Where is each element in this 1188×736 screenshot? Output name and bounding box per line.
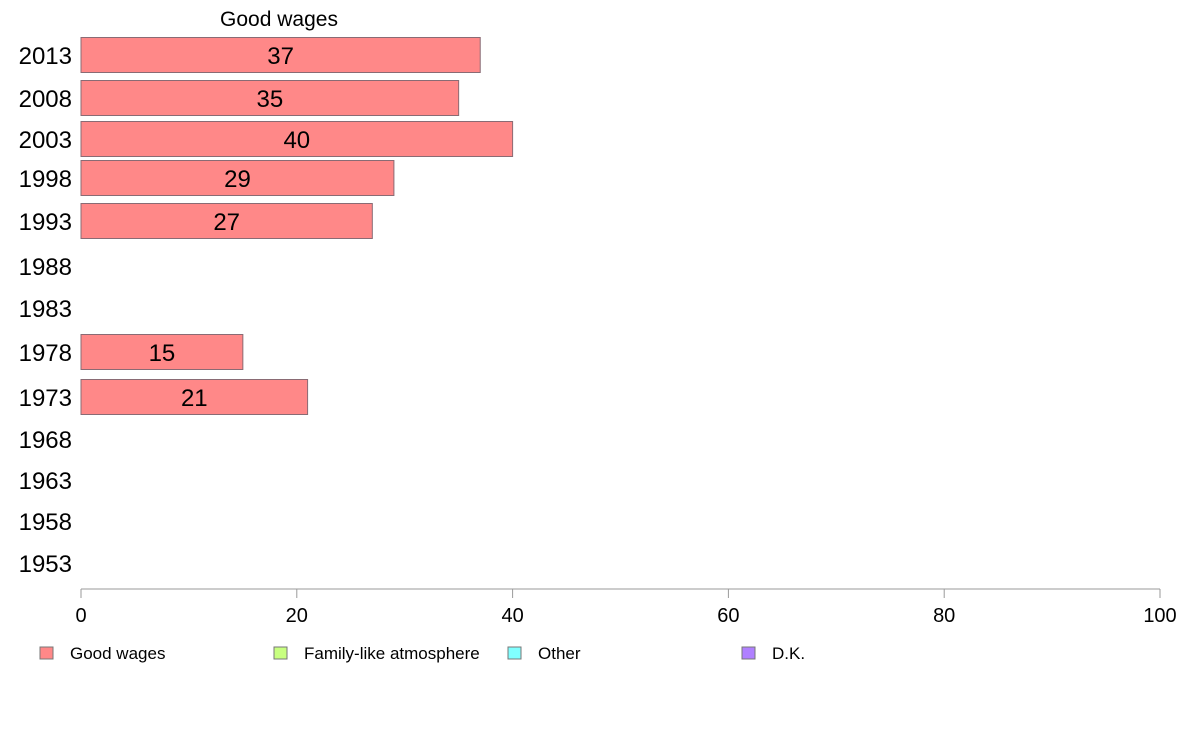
year-label-1963: 1963 [19,468,72,495]
bar-1973 [80,379,309,415]
legend-swatch-other [507,646,522,660]
bar-1998 [80,160,395,196]
legend-swatch-family-like-atmosphere [273,646,288,660]
year-label-1998: 1998 [19,166,72,193]
legend-swatch-good-wages [39,646,54,660]
legend-label-other: Other [538,644,581,663]
legend: Good wages Family-like atmosphere Other D.K… [39,644,805,663]
year-label-1958: 1958 [19,509,72,536]
legend-label-family-like-atmosphere: Family-like atmosphere [304,644,480,663]
x-tick-label-20: 20 [286,605,308,627]
legend-label-good-wages: Good wages [70,644,165,663]
bar-1993 [80,203,373,239]
bar-value-2013: 37 [267,43,294,70]
x-tick-label-60: 60 [717,605,739,627]
bar-2003 [80,121,514,157]
year-label-1993: 1993 [19,209,72,236]
bar-value-1978: 15 [149,340,176,367]
year-label-2013: 2013 [19,43,72,70]
year-label-1978: 1978 [19,340,72,367]
bar-value-2003: 40 [283,127,310,154]
chart-title: Good wages [220,8,338,31]
year-label-1968: 1968 [19,427,72,454]
bar-value-1973: 21 [181,385,208,412]
year-label-1988: 1988 [19,254,72,281]
year-label-1953: 1953 [19,551,72,578]
bar-2013 [80,37,481,73]
x-tick-label-80: 80 [933,605,955,627]
year-label-1983: 1983 [19,296,72,323]
x-tick-label-0: 0 [75,605,86,627]
year-labels: 2013 2008 2003 1998 1993 1988 1983 1978 1973 1968… [19,43,72,578]
bar-2008 [80,80,460,116]
legend-label-d-k: D.K. [772,644,805,663]
year-label-1973: 1973 [19,385,72,412]
x-axis: 0 20 40 60 80 100 [75,588,1177,627]
bar-value-2008: 35 [256,86,283,113]
year-label-2003: 2003 [19,127,72,154]
year-label-2008: 2008 [19,86,72,113]
x-tick-label-40: 40 [501,605,523,627]
bar-1978 [80,334,244,370]
bar-value-1998: 29 [224,166,251,193]
x-tick-label-100: 100 [1143,605,1176,627]
legend-swatch-d-k [741,646,756,660]
bar-value-1993: 27 [213,209,240,236]
